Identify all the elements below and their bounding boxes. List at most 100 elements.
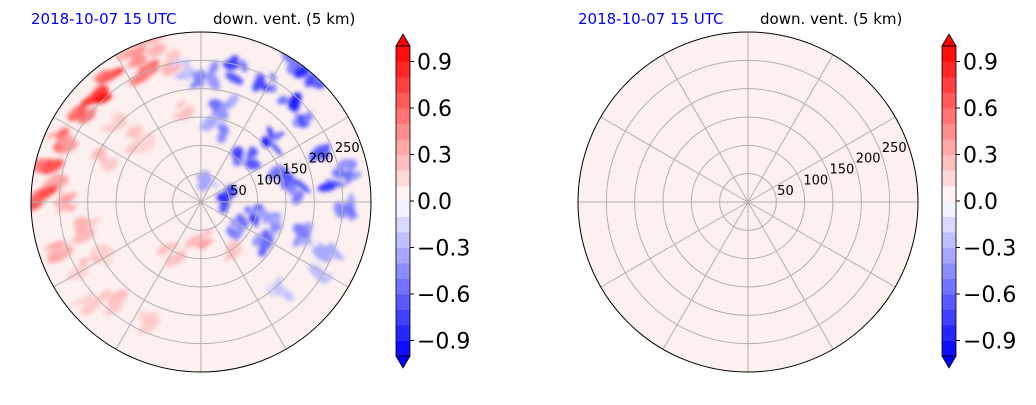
negative-patch xyxy=(308,144,325,162)
colorbar-segment xyxy=(942,92,956,109)
colorbar-segment xyxy=(942,77,956,93)
negative-patch xyxy=(279,95,289,105)
negative-patch xyxy=(239,59,248,73)
colorbar-segment xyxy=(942,340,956,357)
angular-gridline xyxy=(747,54,834,203)
left-variable-label: down. vent. (5 km) xyxy=(213,10,355,28)
colorbar-tick-label: −0.3 xyxy=(963,237,1016,262)
colorbar-segment xyxy=(396,247,410,264)
negative-patch xyxy=(312,246,332,263)
angular-gridline xyxy=(662,201,749,350)
positive-patch xyxy=(67,204,77,212)
colorbar-segment xyxy=(942,46,956,62)
radial-tick-label: 100 xyxy=(803,173,828,188)
positive-patch xyxy=(105,119,126,133)
radial-tick-label: 250 xyxy=(335,141,360,156)
left-time-label: 2018-10-07 15 UTC xyxy=(31,10,177,28)
colorbar-segment xyxy=(396,123,410,140)
radial-tick-label: 200 xyxy=(309,152,334,167)
colorbar-segment xyxy=(942,154,956,171)
positive-patch xyxy=(46,132,56,139)
negative-patch xyxy=(229,218,244,230)
colorbar-segment xyxy=(942,309,956,326)
positive-patch xyxy=(195,238,214,248)
positive-patch xyxy=(91,301,100,310)
negative-patch xyxy=(317,182,337,192)
positive-patch xyxy=(88,85,109,103)
positive-patch xyxy=(53,142,63,152)
positive-patch xyxy=(129,54,147,67)
colorbar-tick-label: 0.3 xyxy=(417,144,452,169)
angular-gridline xyxy=(115,201,202,350)
positive-patch xyxy=(103,69,117,79)
colorbar-tick-label: −0.3 xyxy=(417,237,470,262)
negative-patch xyxy=(319,152,328,161)
negative-patch xyxy=(212,182,219,188)
negative-patch xyxy=(244,158,261,170)
colorbar-extend-min xyxy=(395,355,411,369)
colorbar-tick-label: −0.9 xyxy=(417,330,470,355)
colorbar-segment xyxy=(396,185,410,202)
colorbar-segment xyxy=(396,46,410,62)
colorbar-segment xyxy=(396,294,410,310)
positive-patch xyxy=(127,46,147,58)
positive-patch xyxy=(63,195,73,202)
positive-patch xyxy=(138,318,161,334)
negative-patch xyxy=(345,172,351,185)
negative-patch xyxy=(252,75,265,92)
positive-patch xyxy=(83,299,92,308)
negative-patch xyxy=(346,158,358,170)
positive-patch xyxy=(102,260,114,267)
negative-patch xyxy=(216,192,231,204)
negative-patch xyxy=(293,234,302,248)
negative-patch xyxy=(198,69,206,78)
negative-patch xyxy=(206,117,214,125)
positive-patch xyxy=(137,311,147,322)
radial-tick-label: 250 xyxy=(882,141,907,156)
colorbar-segment xyxy=(396,201,410,217)
colorbar-tick-label: −0.6 xyxy=(417,283,470,308)
positive-patch xyxy=(70,264,89,277)
positive-patch xyxy=(72,229,96,244)
negative-patch xyxy=(236,213,249,229)
colorbar-segment xyxy=(396,340,410,357)
negative-patch xyxy=(266,125,275,141)
negative-patch xyxy=(269,84,277,93)
colorbar-segment xyxy=(396,278,410,295)
colorbar-segment xyxy=(942,170,956,186)
negative-patch xyxy=(311,265,327,283)
positive-patch xyxy=(54,135,74,145)
negative-patch xyxy=(272,134,280,141)
radial-tick-label: 150 xyxy=(283,162,308,177)
colorbar-tick-label: −0.6 xyxy=(963,283,1016,308)
negative-patch xyxy=(253,208,269,218)
negative-patch xyxy=(282,289,290,296)
colorbar-segment xyxy=(396,309,410,326)
colorbar-tick-label: 0.9 xyxy=(417,51,452,76)
negative-patch xyxy=(260,234,274,252)
negative-patch xyxy=(216,132,227,144)
positive-patch xyxy=(54,248,71,259)
right-colorbar: 0.9 0.6 0.3 0.0 −0.3 −0.6 −0.9 xyxy=(941,33,1016,369)
angular-gridline xyxy=(53,116,202,203)
positive-patch xyxy=(39,158,64,175)
radial-tick-label: 150 xyxy=(830,162,855,177)
positive-patch xyxy=(136,131,155,148)
angular-gridline xyxy=(662,54,749,203)
negative-patch xyxy=(292,223,311,240)
colorbar-segment xyxy=(396,216,410,233)
colorbar-segment xyxy=(942,278,956,295)
colorbar-tick-label: 0.6 xyxy=(963,97,998,122)
left-colorbar: 0.9 0.6 0.3 0.0 −0.3 −0.6 −0.9 xyxy=(395,33,470,369)
positive-patch xyxy=(56,202,71,214)
colorbar-segment xyxy=(396,61,410,78)
positive-patch xyxy=(146,43,167,57)
colorbar-segment xyxy=(396,263,410,279)
colorbar-tick-label: 0.3 xyxy=(963,144,998,169)
left-polar-field xyxy=(31,32,371,372)
colorbar-segment xyxy=(396,325,410,341)
colorbar-segment xyxy=(396,232,410,248)
radial-tick-label: 100 xyxy=(256,173,281,188)
